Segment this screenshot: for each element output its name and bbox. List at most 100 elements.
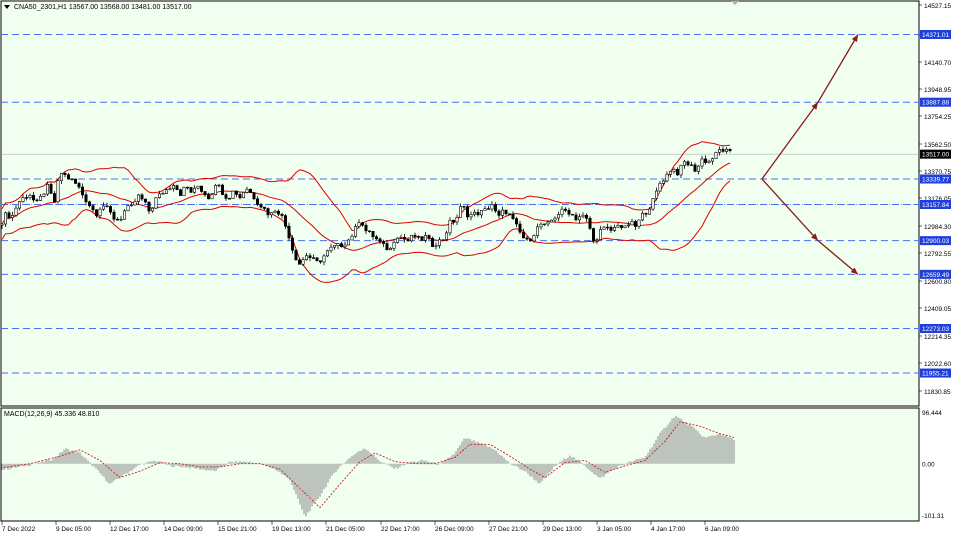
candle-body [581, 214, 585, 218]
candle-body [577, 216, 581, 221]
macd-axis-label: -101.31 [922, 513, 944, 520]
candle-body [276, 210, 280, 215]
candle-body [493, 204, 497, 212]
forecast-segment-down [761, 178, 819, 242]
price-axis-label: 12409.05 [924, 306, 951, 313]
candle-body [364, 224, 368, 232]
candle-body [633, 221, 637, 227]
candle-body [595, 239, 599, 241]
macd-axis: 96.444 0.00 -101.31 [922, 410, 944, 520]
candle-body [77, 183, 81, 188]
time-axis-label: 9 Dec 05:00 [56, 526, 91, 533]
macd-signal-line [0, 421, 735, 509]
candle-body [721, 149, 725, 152]
candle-body [574, 214, 578, 221]
candle-body [525, 237, 529, 240]
candle-body [186, 186, 190, 189]
candle-body [59, 173, 63, 181]
level-price-tag [920, 97, 951, 107]
level-price-label: 12273.03 [922, 326, 949, 333]
price-axis-label: 13948.95 [924, 87, 951, 94]
candle-body [249, 188, 253, 193]
time-axis-label: 22 Dec 17:00 [381, 526, 420, 533]
candle-body [193, 187, 197, 193]
macd-axis-label: 0.00 [922, 462, 935, 469]
candle-body [700, 158, 704, 167]
triangle-down-icon[interactable] [4, 5, 10, 9]
level-price-tag [920, 368, 951, 378]
candle-body [546, 221, 550, 225]
level-price-label: 13887.88 [922, 100, 949, 107]
candle-body [123, 210, 127, 220]
candle-body [168, 188, 172, 191]
candle-body [42, 193, 46, 197]
candle-body [140, 194, 144, 200]
candle-body [322, 255, 326, 263]
candle-body [588, 218, 592, 229]
candle-body [486, 208, 490, 210]
candle-body [182, 186, 186, 196]
candle-body [339, 243, 343, 248]
bollinger-middle [1, 162, 731, 251]
candle-body [329, 246, 333, 252]
candle-body [269, 212, 273, 216]
candle-body [693, 164, 697, 172]
candle-body [238, 194, 242, 199]
candle-body [360, 222, 364, 226]
candle-body [462, 206, 466, 208]
candle-body [137, 194, 141, 202]
candle-body [133, 201, 137, 206]
candle-body [549, 219, 553, 223]
candle-body [224, 194, 228, 199]
candle-body [598, 229, 602, 240]
candle-body [7, 212, 11, 218]
candle-body [654, 190, 658, 199]
candle-body [563, 208, 567, 211]
candle-body [161, 193, 165, 195]
price-axis-label: 14527.15 [924, 3, 951, 10]
candle-body [56, 180, 60, 203]
time-axis-label: 21 Dec 05:00 [326, 526, 365, 533]
time-axis-label: 14 Dec 09:00 [164, 526, 203, 533]
candle-body [116, 218, 120, 221]
candle-body [63, 173, 67, 176]
candle-body [423, 235, 427, 241]
candle-body [399, 237, 403, 239]
candle-body [637, 219, 641, 227]
candle-body [336, 243, 340, 246]
price-axis-label: 13562.50 [924, 142, 951, 149]
candle-body [287, 225, 291, 239]
candle-body [497, 210, 501, 216]
candle-body [567, 209, 571, 215]
price-axis: 14527.1514332.4514140.7013948.9513754.25… [919, 3, 951, 396]
time-axis-label: 6 Jan 09:00 [705, 526, 739, 533]
candle-body [455, 217, 459, 223]
level-price-tag [920, 174, 951, 184]
candle-body [0, 223, 4, 226]
candle-body [434, 245, 438, 247]
candle-body [665, 173, 669, 182]
price-axis-label: 12984.30 [924, 224, 951, 231]
candle-body [427, 235, 431, 239]
candle-body [11, 215, 15, 218]
candle-body [570, 213, 574, 216]
candle-body [165, 189, 169, 194]
candle-body [535, 226, 539, 237]
candle-body [315, 257, 319, 262]
candle-body [388, 248, 392, 251]
candle-body [283, 215, 287, 227]
scroll-marker-icon[interactable] [731, 1, 739, 5]
candle-body [714, 152, 718, 159]
level-price-label: 12659.49 [922, 272, 949, 279]
candle-body [560, 208, 564, 215]
candle-body [378, 238, 382, 242]
macd-panel-background [1, 408, 919, 521]
level-price-label: 11955.21 [922, 371, 949, 378]
candle-body [28, 194, 32, 199]
candle-body [406, 238, 410, 242]
time-axis: 7 Dec 2022 9 Dec 05:00 12 Dec 17:00 14 Dec … [1, 521, 739, 533]
candle-body [217, 184, 221, 187]
candle-body [228, 198, 232, 200]
